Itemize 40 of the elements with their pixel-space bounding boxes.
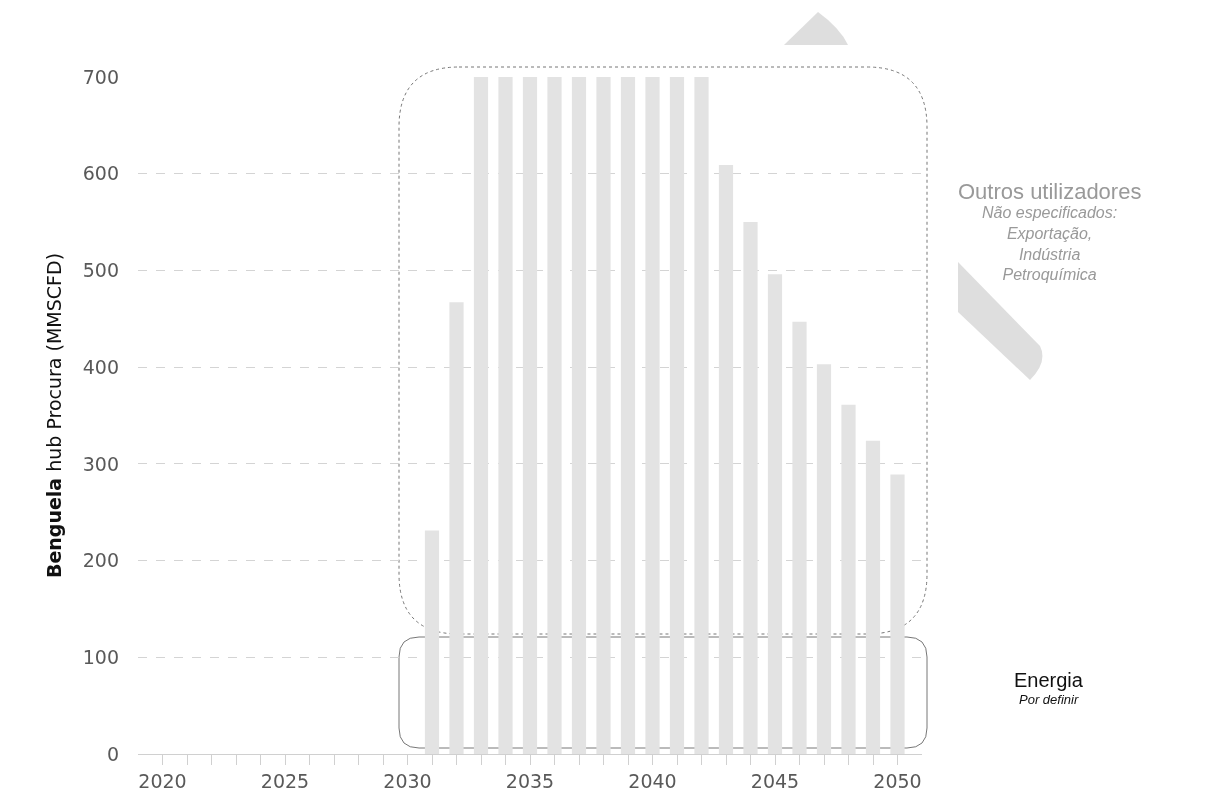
y-tick-label: 700	[82, 65, 119, 88]
bar	[424, 530, 440, 754]
bar	[890, 474, 905, 754]
text: Energia	[1014, 669, 1084, 691]
y-tick-label: 0	[106, 742, 119, 765]
y-axis-title: Benguela hub Procura (MMSCFD)	[42, 252, 65, 579]
text: Por definir	[1019, 692, 1079, 707]
y-tick-label: 300	[82, 452, 119, 475]
y-tick-label: 200	[82, 549, 119, 572]
bar	[767, 274, 783, 754]
x-tick-label: 2035	[505, 769, 555, 792]
bar	[547, 77, 562, 754]
x-tick-label: 2050	[873, 769, 922, 792]
y-tick-label: 100	[82, 645, 119, 668]
bar	[718, 165, 734, 754]
bar	[792, 321, 807, 754]
bar	[816, 364, 832, 754]
y-tick-label: 600	[82, 162, 119, 185]
bar	[473, 77, 489, 754]
text: Não especificados: Exportação, Indústria Petroquímica	[982, 204, 1118, 284]
y-tick-label: 500	[82, 259, 119, 282]
x-tick-label: 2025	[260, 769, 310, 792]
bar	[694, 77, 709, 754]
x-tick-label: 2040	[628, 769, 677, 792]
x-tick-label: 2020	[138, 769, 187, 792]
bar	[743, 222, 758, 754]
bar	[865, 440, 881, 754]
bar	[669, 77, 685, 754]
bar	[841, 404, 856, 754]
bar	[449, 302, 464, 754]
bar	[596, 77, 611, 754]
x-tick-label: 2045	[750, 769, 800, 792]
bar	[620, 77, 636, 754]
x-tick-label: 2030	[383, 769, 432, 792]
text: Outros utilizadores	[958, 179, 1142, 204]
y-tick-label: 400	[82, 355, 119, 378]
bar	[522, 77, 538, 754]
bar	[571, 77, 587, 754]
bar	[498, 77, 513, 754]
bar	[645, 77, 660, 754]
